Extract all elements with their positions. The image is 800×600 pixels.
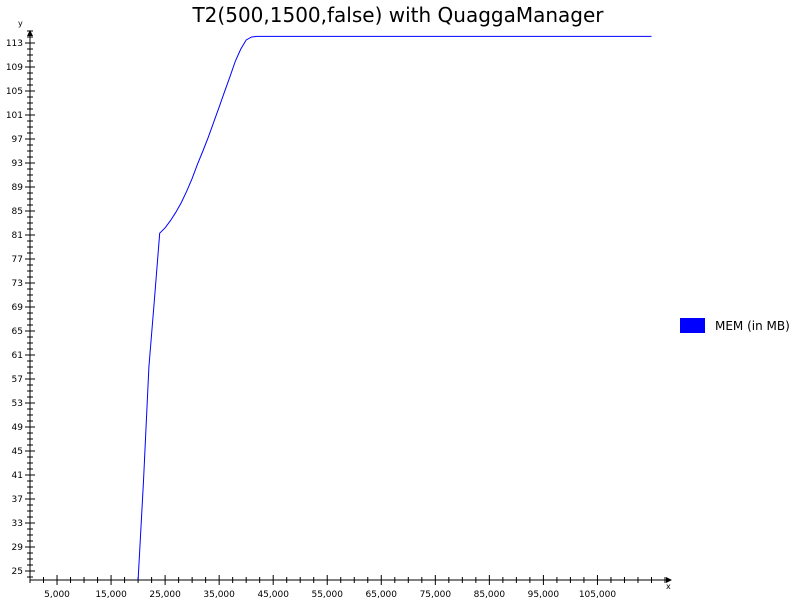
y-tick-label: 101 — [6, 111, 23, 121]
x-axis-arrow — [666, 577, 672, 583]
y-tick-label: 105 — [6, 87, 23, 97]
y-tick-label: 65 — [12, 327, 23, 337]
x-tick-label: 55,000 — [311, 590, 343, 600]
x-tick-label: 25,000 — [149, 590, 181, 600]
x-axis: x 5,000 15,000 25,000 35,000 45,000 55,000 65,0… — [29, 575, 672, 600]
series-layer — [137, 35, 652, 581]
y-tick-label: 81 — [12, 231, 23, 241]
x-tick-label: 5,000 — [44, 590, 70, 600]
legend-swatch — [680, 318, 705, 333]
y-tick-label: 109 — [6, 63, 23, 73]
y-tick-label: 45 — [12, 447, 23, 457]
y-tick-label: 69 — [12, 303, 24, 313]
y-tick-label: 33 — [12, 519, 23, 529]
y-tick-label: 77 — [12, 255, 23, 265]
x-tick-label: 95,000 — [528, 590, 560, 600]
legend-label: MEM (in MB) — [715, 319, 790, 333]
y-axis-label: y — [18, 19, 23, 28]
y-tick-label: 25 — [12, 567, 23, 577]
series-line-mem — [137, 35, 652, 581]
x-axis-label: x — [666, 582, 671, 591]
legend: MEM (in MB) — [680, 318, 790, 333]
chart-title: T2(500,1500,false) with QuaggaManager — [191, 3, 604, 27]
y-tick-label: 85 — [12, 207, 23, 217]
y-tick-label: 49 — [12, 423, 24, 433]
y-tick-label: 93 — [12, 159, 23, 169]
y-tick-label: 113 — [6, 39, 23, 49]
y-tick-label: 53 — [12, 399, 23, 409]
y-tick-label: 89 — [12, 183, 24, 193]
y-tick-label: 61 — [12, 351, 23, 361]
x-tick-label: 75,000 — [420, 590, 452, 600]
y-tick-label: 29 — [12, 543, 24, 553]
y-tick-label: 57 — [12, 375, 23, 385]
x-tick-label: 45,000 — [257, 590, 289, 600]
y-tick-label: 97 — [12, 135, 23, 145]
x-tick-label: 85,000 — [474, 590, 506, 600]
y-tick-label: 37 — [12, 495, 23, 505]
y-axis-arrow — [27, 30, 33, 36]
y-tick-label: 73 — [12, 279, 23, 289]
y-axis: y 25 29 33 37 41 45 49 53 57 61 65 69 73 77 81 85 89 93 97 1… — [6, 19, 35, 580]
x-tick-label: 65,000 — [366, 590, 398, 600]
x-tick-label: 105,000 — [579, 590, 616, 600]
x-tick-label: 35,000 — [203, 590, 235, 600]
x-tick-label: 15,000 — [95, 590, 127, 600]
y-tick-label: 41 — [12, 471, 23, 481]
